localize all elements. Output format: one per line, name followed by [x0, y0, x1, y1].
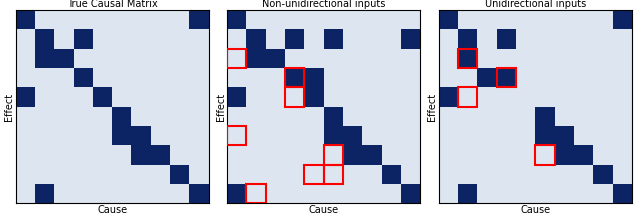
Bar	[401, 29, 420, 49]
Bar	[324, 29, 343, 49]
Bar	[246, 29, 266, 49]
Bar	[35, 29, 54, 49]
Bar	[536, 107, 555, 126]
Bar	[74, 68, 93, 87]
Bar	[497, 68, 516, 87]
Y-axis label: Effect: Effect	[427, 93, 437, 121]
Bar	[112, 126, 132, 145]
Bar	[439, 10, 458, 29]
Y-axis label: Effect: Effect	[216, 93, 226, 121]
Bar	[132, 145, 151, 165]
Bar	[170, 165, 190, 184]
Bar	[612, 184, 632, 203]
Bar	[151, 145, 170, 165]
Bar	[612, 10, 632, 29]
Title: True Causal Matrix: True Causal Matrix	[67, 0, 158, 9]
Title: Non-unidirectional inputs: Non-unidirectional inputs	[262, 0, 385, 9]
Bar	[227, 87, 246, 107]
Y-axis label: Effect: Effect	[4, 93, 14, 121]
Bar	[305, 87, 324, 107]
Bar	[227, 126, 246, 145]
Bar	[227, 184, 246, 203]
Bar	[458, 49, 477, 68]
Bar	[285, 68, 305, 87]
Bar	[343, 126, 363, 145]
Bar	[401, 184, 420, 203]
Bar	[324, 107, 343, 126]
Bar	[497, 29, 516, 49]
Bar	[246, 49, 266, 68]
Bar	[227, 10, 246, 29]
Bar	[458, 49, 477, 68]
Bar	[382, 165, 401, 184]
Bar	[477, 68, 497, 87]
X-axis label: Cause: Cause	[308, 205, 339, 214]
Bar	[574, 145, 593, 165]
Bar	[246, 184, 266, 203]
Bar	[324, 165, 343, 184]
Bar	[497, 68, 516, 87]
Bar	[555, 145, 574, 165]
X-axis label: Cause: Cause	[520, 205, 550, 214]
Bar	[35, 49, 54, 68]
X-axis label: Cause: Cause	[97, 205, 127, 214]
Bar	[74, 29, 93, 49]
Bar	[363, 145, 382, 165]
Bar	[536, 126, 555, 145]
Bar	[305, 68, 324, 87]
Bar	[536, 145, 555, 165]
Bar	[593, 165, 612, 184]
Bar	[266, 49, 285, 68]
Bar	[54, 49, 74, 68]
Bar	[190, 184, 209, 203]
Title: Unidirectional inputs: Unidirectional inputs	[485, 0, 586, 9]
Bar	[305, 165, 324, 184]
Bar	[15, 87, 35, 107]
Bar	[458, 184, 477, 203]
Bar	[227, 49, 246, 68]
Bar	[324, 145, 343, 165]
Bar	[285, 87, 305, 107]
Bar	[439, 87, 458, 107]
Bar	[458, 87, 477, 107]
Bar	[112, 107, 132, 126]
Bar	[555, 126, 574, 145]
Bar	[132, 126, 151, 145]
Bar	[93, 87, 112, 107]
Bar	[190, 10, 209, 29]
Bar	[15, 10, 35, 29]
Bar	[324, 126, 343, 145]
Bar	[285, 29, 305, 49]
Bar	[35, 184, 54, 203]
Bar	[343, 145, 363, 165]
Bar	[285, 68, 305, 87]
Bar	[458, 29, 477, 49]
